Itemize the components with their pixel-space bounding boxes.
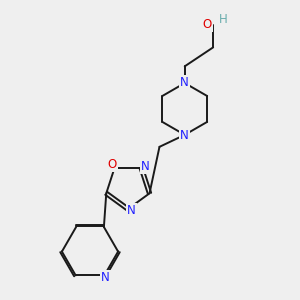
Text: H: H — [219, 14, 228, 26]
Text: O: O — [203, 18, 212, 31]
Text: N: N — [141, 160, 149, 173]
Text: N: N — [127, 204, 136, 217]
Text: N: N — [101, 271, 110, 284]
Text: O: O — [107, 158, 117, 171]
Text: N: N — [180, 129, 189, 142]
Text: N: N — [180, 76, 189, 89]
